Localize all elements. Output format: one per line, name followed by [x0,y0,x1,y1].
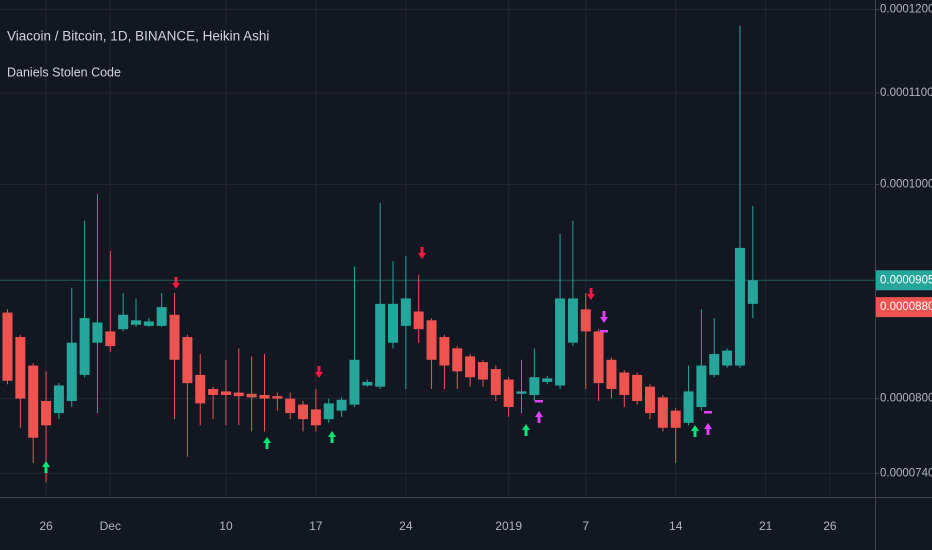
candle-body [272,396,283,399]
candle-body [143,321,154,326]
candle-body [28,365,39,438]
x-tick-label: 21 [759,519,773,533]
signal-arrow [418,247,426,259]
x-tick-label: 17 [309,519,323,533]
candle-body [388,303,398,343]
candle-body [503,379,514,408]
candle-body [683,391,694,423]
candle-body [452,348,463,372]
y-tick-label: 0.0001100 [880,87,932,99]
signal-arrow [328,431,336,443]
candle-body [336,399,347,411]
x-tick-label: 26 [823,519,837,533]
price-label-box [876,270,932,291]
x-tick-label: 14 [669,519,683,533]
price-label: 0.0000880 [880,301,932,313]
candle-body [490,369,501,395]
candle-body [259,394,270,399]
candle-body [413,311,424,330]
x-tick-label: 24 [399,519,413,533]
x-tick-label: Dec [100,519,121,533]
signal-arrow [587,288,595,300]
candle-body [593,331,604,384]
candle-body [169,314,180,360]
candle-body [426,320,437,360]
candle-body [747,280,758,304]
candle-body [53,385,64,414]
signal-arrow [535,411,543,423]
price-label-box [876,297,932,318]
candle-body [657,397,668,428]
candle-body [580,309,591,332]
candle-body [246,393,257,398]
candle-body [323,403,334,420]
candle-body [362,381,373,386]
candle-body [285,398,296,414]
candle-body [182,337,193,384]
signal-arrow [600,311,608,323]
candle-body [66,342,77,401]
candle-body [41,400,52,426]
signal-arrow [691,425,699,437]
signal-arrow [522,424,530,436]
candle-body [477,362,488,380]
candle-body [118,314,129,330]
candle-body [208,389,219,395]
candle-body [131,320,141,325]
candle-body [298,404,309,420]
y-tick-label: 0.0001200 [880,4,932,16]
candle-body [156,307,167,326]
candle-body [619,372,630,395]
signal-arrow [704,423,712,435]
candle-body [439,337,450,366]
candle-body [465,356,476,378]
candle-body [79,318,90,375]
candle-body [220,391,231,395]
chart-subtitle: Daniels Stolen Code [7,65,121,79]
candle-body [709,354,720,375]
candle-body [349,359,360,405]
candle-body [195,374,206,404]
y-tick-label: 0.0000740 [880,467,932,479]
candle-body [2,312,13,381]
x-tick-label: 26 [39,519,53,533]
y-tick-label: 0.0001000 [880,179,932,191]
candle-body [105,331,116,347]
x-tick-label: 10 [219,519,233,533]
candle-body [555,298,566,386]
candle-body [542,378,553,382]
signal-arrow [172,277,180,289]
x-tick-label: 2019 [495,519,522,533]
price-label: 0.0000905 [880,274,932,286]
candle-body [15,337,26,399]
signal-arrow [263,437,271,449]
candle-body [92,322,103,343]
candle-body [696,365,707,408]
candle-body [645,386,655,414]
signal-dash [535,400,543,403]
signal-arrow [42,461,50,473]
candle-body [310,409,321,426]
chart-title: Viacoin / Bitcoin, 1D, BINANCE, Heikin A… [7,29,269,44]
x-tick-label: 7 [582,519,589,533]
candle-body [233,392,244,397]
signal-dash [600,330,608,333]
candle-body [632,374,643,401]
candle-body [606,359,617,390]
candle-body [529,377,540,395]
candle-body [375,303,386,387]
candle-body [670,410,681,428]
signal-arrow [315,366,323,378]
signal-dash [704,411,712,414]
candle-body [516,391,527,394]
y-tick-label: 0.0000800 [880,393,932,405]
candle-body [400,298,411,326]
candle-body [722,350,733,366]
candle-body [567,298,578,343]
candle-body [734,247,745,366]
